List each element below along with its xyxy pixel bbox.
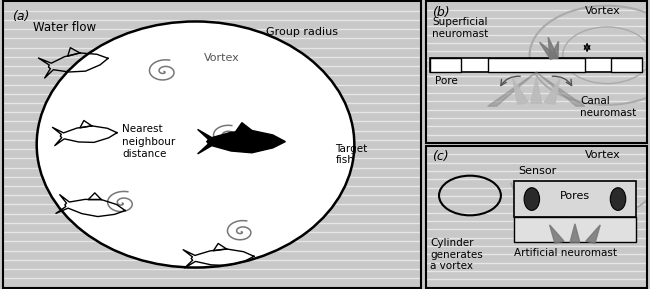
Polygon shape [570, 224, 580, 242]
Text: Vortex: Vortex [204, 53, 240, 63]
Text: Target
fish: Target fish [335, 144, 368, 165]
Text: Vortex: Vortex [584, 150, 620, 160]
Polygon shape [235, 123, 252, 132]
Text: Sensor: Sensor [519, 166, 557, 176]
Polygon shape [544, 79, 560, 104]
Polygon shape [530, 78, 542, 103]
Polygon shape [198, 129, 285, 154]
Bar [612, 58, 642, 72]
Bar [430, 58, 642, 72]
Text: Canal
neuromast: Canal neuromast [580, 96, 637, 118]
Bar [514, 217, 636, 242]
Text: Group radius: Group radius [266, 27, 337, 37]
Ellipse shape [524, 188, 539, 210]
Text: (c): (c) [432, 150, 449, 163]
Polygon shape [548, 37, 558, 59]
Text: Nearest
neighbour
distance: Nearest neighbour distance [122, 124, 176, 159]
Ellipse shape [36, 21, 354, 268]
Text: Superficial
neuromast: Superficial neuromast [432, 17, 489, 39]
Bar [430, 58, 461, 72]
Polygon shape [586, 225, 600, 243]
Text: (a): (a) [12, 10, 29, 23]
Polygon shape [513, 79, 528, 104]
Text: Cylinder
generates
a vortex: Cylinder generates a vortex [430, 238, 483, 271]
Polygon shape [550, 41, 558, 59]
Text: Pore: Pore [435, 77, 458, 86]
Text: Vortex: Vortex [584, 6, 620, 16]
Bar [514, 181, 636, 217]
Text: (b): (b) [432, 6, 450, 19]
Text: Water flow: Water flow [32, 21, 96, 34]
Polygon shape [540, 42, 558, 59]
Text: Pores: Pores [560, 190, 590, 201]
Polygon shape [488, 72, 585, 106]
Polygon shape [550, 225, 564, 243]
Ellipse shape [610, 188, 626, 210]
Bar [488, 58, 585, 72]
Text: Artificial neuromast: Artificial neuromast [514, 248, 617, 258]
